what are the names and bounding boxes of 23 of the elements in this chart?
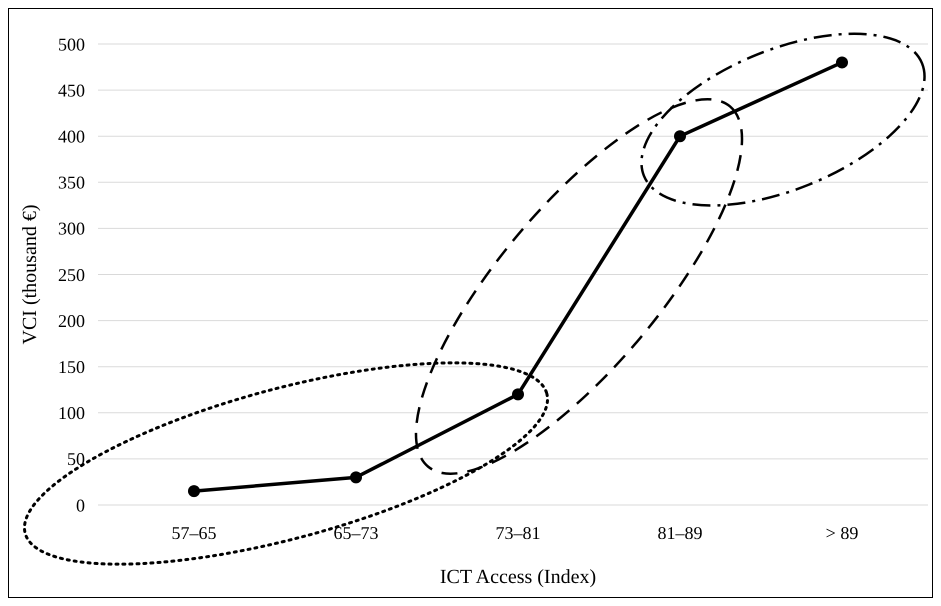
y-tick-label: 500 [58,34,85,54]
y-tick-label: 350 [58,172,85,193]
point [674,130,686,142]
y-tick-label: 200 [58,310,85,331]
x-axis-title: ICT Access (Index) [440,566,596,588]
y-tick-label: 250 [58,264,85,285]
point [836,56,848,68]
x-tick-label: 73–81 [496,523,540,543]
point [512,388,524,400]
point [350,471,362,484]
y-tick-label: 100 [58,403,85,424]
x-tick-label: 81–89 [658,523,702,543]
point [188,485,200,498]
x-tick-label: 57–65 [172,523,216,543]
y-tick-label: 50 [67,449,85,470]
y-tick-label: 150 [58,357,85,377]
y-tick-label: 300 [58,218,85,239]
y-tick-label: 450 [58,80,85,100]
x-tick-label: 65–73 [334,523,378,543]
y-axis-title: VCI (thousand €) [19,204,41,344]
y-tick-label: 400 [58,126,85,146]
x-tick-label: > 89 [826,523,858,543]
y-tick-label: 0 [76,495,85,516]
